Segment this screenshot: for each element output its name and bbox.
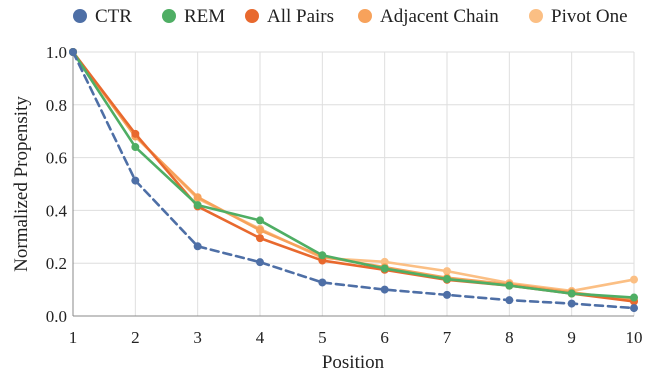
data-point-rem: [131, 143, 140, 152]
x-tick-label: 7: [443, 328, 452, 347]
data-point-adjacent-chain: [256, 226, 264, 235]
data-point-rem: [380, 264, 389, 273]
legend-label: Pivot One: [551, 6, 628, 27]
data-point-rem: [318, 251, 327, 260]
legend-label: Adjacent Chain: [380, 6, 499, 27]
series-line-pivot-one: [71, 50, 636, 293]
x-tick-label: 4: [256, 328, 265, 347]
data-point-rem: [505, 281, 514, 290]
x-tick-label: 6: [380, 328, 389, 347]
y-tick-label: 0.0: [46, 307, 67, 326]
data-point-all-pairs: [131, 129, 140, 138]
legend-swatch: [245, 9, 259, 23]
y-axis-title: Normalized Propensity: [11, 96, 32, 272]
axes: 1 2 3 4 5 6 7 8 9 10 0.0 0.2 0.4 0.6 0.8 1.0: [46, 43, 643, 347]
data-point-rem: [256, 216, 264, 225]
legend-swatch: [529, 9, 543, 23]
data-point-all-pairs: [256, 234, 264, 243]
grid: [72, 51, 635, 317]
x-tick-label: 5: [318, 328, 327, 347]
legend: CTR REM All Pairs Adjacent Chain Pivot One: [73, 6, 628, 27]
legend-swatch: [162, 9, 176, 23]
data-point-ctr: [318, 278, 327, 287]
x-tick-label: 2: [131, 328, 140, 347]
legend-label: All Pairs: [267, 6, 334, 27]
y-tick-label: 0.8: [46, 96, 67, 115]
data-point-adjacent-chain: [193, 193, 202, 202]
data-point-rem: [193, 201, 202, 210]
y-tick-label: 0.2: [46, 254, 67, 273]
data-point-rem: [567, 289, 576, 298]
series-line-rem: [71, 50, 636, 299]
data-point-ctr: [131, 176, 140, 185]
data-point-pivot-one: [630, 275, 638, 284]
x-tick-label: 9: [567, 328, 576, 347]
data-point-pivot-one: [443, 267, 451, 276]
data-point-rem: [630, 293, 638, 302]
y-tick-label: 0.6: [46, 149, 67, 168]
series-line-ctr: [71, 50, 636, 310]
x-axis-title: Position: [322, 352, 385, 373]
legend-item: Adjacent Chain: [358, 6, 499, 27]
data-point-ctr: [443, 290, 451, 299]
data-point-ctr: [193, 242, 202, 251]
legend-item: Pivot One: [529, 6, 628, 27]
data-point-ctr: [256, 258, 264, 267]
data-point-rem: [443, 275, 451, 284]
x-tick-label: 8: [505, 328, 514, 347]
legend-item: All Pairs: [245, 6, 334, 27]
series-line-all-pairs: [71, 50, 636, 303]
x-tick-label: 1: [69, 328, 78, 347]
data-point-ctr: [380, 285, 389, 294]
y-tick-label: 1.0: [46, 43, 67, 62]
legend-label: CTR: [95, 6, 132, 27]
legend-item: REM: [162, 6, 225, 27]
y-tick-label: 0.4: [46, 201, 68, 220]
legend-item: CTR: [73, 6, 132, 27]
x-tick-label: 3: [193, 328, 202, 347]
x-tick-label: 10: [626, 328, 643, 347]
legend-swatch: [73, 9, 87, 23]
data-point-ctr: [567, 299, 576, 308]
legend-label: REM: [184, 6, 225, 27]
legend-swatch: [358, 9, 372, 23]
data-point-ctr: [630, 304, 638, 313]
data-point-ctr: [69, 48, 77, 56]
data-point-ctr: [505, 296, 514, 305]
series-layer: [69, 48, 638, 313]
